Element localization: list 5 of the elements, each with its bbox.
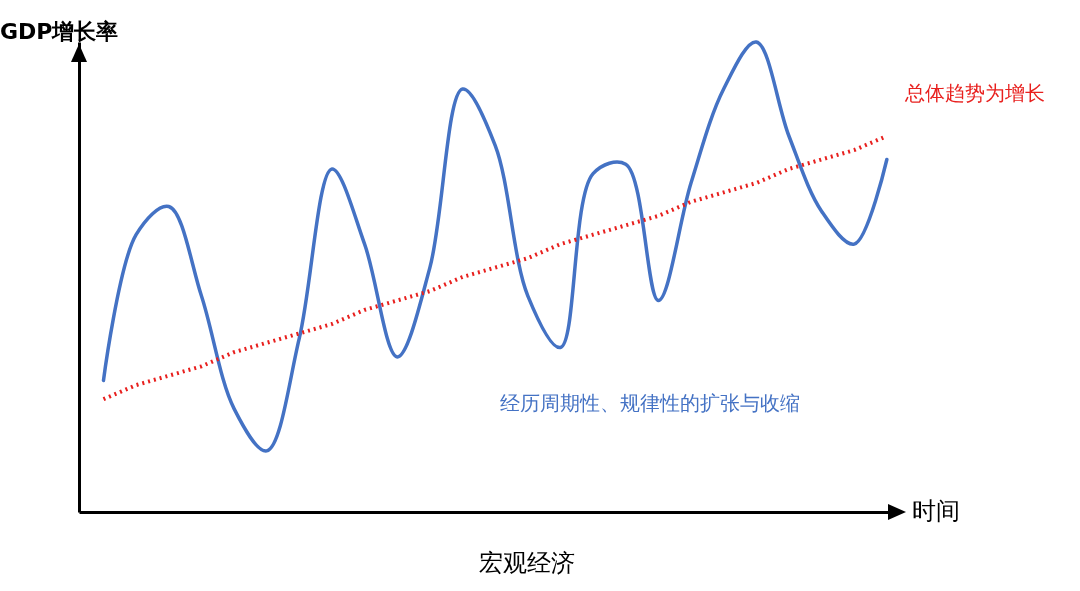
y-axis-title: GDP增长率: [0, 19, 119, 44]
text: 宏观经济: [479, 549, 575, 577]
text: 总体趋势为增长: [904, 81, 1045, 105]
x-axis-title: 时间: [912, 497, 960, 525]
annotation: 经历周期性、规律性的扩张与收缩: [500, 391, 800, 415]
